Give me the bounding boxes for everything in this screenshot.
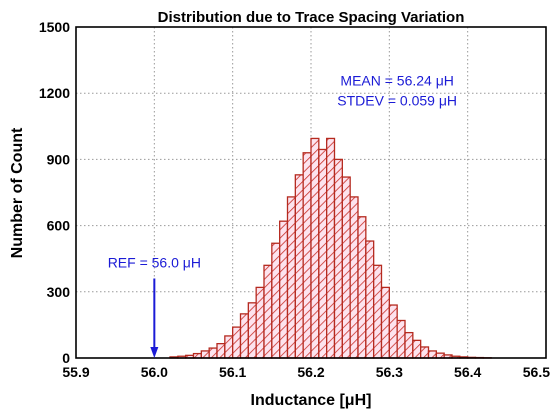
y-tick-label: 900 <box>47 151 71 167</box>
histogram-bar <box>286 196 296 359</box>
y-tick-labels: 0 300 600 900 1200 1500 <box>39 19 70 366</box>
annotation-text: REF = 56.0 μH <box>108 255 201 271</box>
histogram-bar <box>349 196 359 359</box>
y-tick-label: 1500 <box>39 19 70 35</box>
annotation-text: MEAN = 56.24 μH <box>340 72 454 88</box>
x-tick-label: 56.1 <box>219 364 246 380</box>
histogram-bar <box>239 313 249 359</box>
histogram-bar <box>200 350 210 359</box>
histogram-bar <box>396 319 406 359</box>
annotations: MEAN = 56.24 μH STDEV = 0.059 μH REF = 56.… <box>108 72 457 270</box>
histogram-bar <box>357 216 367 359</box>
histogram-bar <box>216 343 226 359</box>
histogram-bar <box>208 347 218 359</box>
histogram-bar <box>412 339 422 359</box>
y-tick-label: 600 <box>47 218 71 234</box>
x-tick-label: 55.9 <box>62 364 89 380</box>
histogram-bar <box>302 152 312 359</box>
histogram-bar <box>310 137 320 359</box>
plot-frame <box>75 26 547 359</box>
histogram-bar <box>271 242 281 359</box>
x-tick-labels: 55.9 56.0 56.1 56.2 56.3 56.4 56.5 <box>62 364 550 380</box>
histogram-bar <box>341 176 351 359</box>
x-tick-label: 56.5 <box>523 364 550 380</box>
histogram-bar <box>365 240 375 359</box>
histogram-bars <box>169 137 492 359</box>
histogram-bar <box>224 335 234 359</box>
reference-arrow <box>150 278 159 358</box>
histogram-bar <box>333 158 343 359</box>
histogram-bar <box>255 286 265 359</box>
chart-title: Distribution due to Trace Spacing Variat… <box>158 9 465 26</box>
histogram-bar <box>380 286 390 359</box>
x-tick-label: 56.3 <box>376 364 403 380</box>
y-tick-label: 300 <box>47 284 71 300</box>
y-tick-label: 0 <box>62 350 70 366</box>
y-axis-label: Number of Count <box>9 127 26 258</box>
histogram-bar <box>318 148 328 359</box>
histogram-bar <box>279 220 289 359</box>
histogram-bar <box>404 331 414 359</box>
histogram-bar <box>232 326 242 359</box>
histogram-bar <box>420 346 430 359</box>
annotation-text: STDEV = 0.059 μH <box>337 92 457 108</box>
reference-arrow-head <box>150 347 159 358</box>
y-tick-label: 1200 <box>39 85 70 101</box>
histogram-bar <box>294 174 304 359</box>
histogram-bar <box>326 137 336 359</box>
x-tick-label: 56.0 <box>141 364 168 380</box>
histogram-bar <box>388 304 398 359</box>
x-axis-label: Inductance [μH] <box>251 392 372 409</box>
x-tick-label: 56.4 <box>454 364 481 380</box>
histogram-bar <box>373 264 383 359</box>
histogram-bar <box>427 350 437 359</box>
x-tick-label: 56.2 <box>297 364 324 380</box>
histogram-bar <box>247 302 257 359</box>
histogram-bar <box>263 264 273 359</box>
